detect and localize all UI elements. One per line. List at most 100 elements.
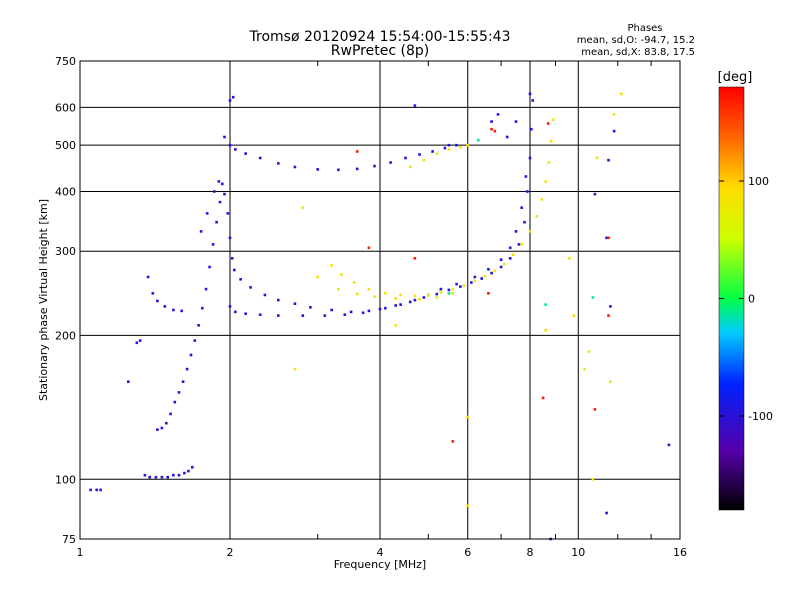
data-point [549,139,553,143]
data-point [213,190,216,193]
data-point [447,292,451,295]
data-point [277,298,280,302]
data-point [352,281,356,284]
x-tick-label: 4 [377,546,384,559]
data-point [156,299,159,303]
data-point [160,426,164,430]
data-point [99,488,102,492]
data-point [277,314,280,317]
data-point [490,127,493,131]
data-point [217,180,221,183]
data-point [511,253,515,256]
data-point [447,148,451,151]
y-tick-label: 75 [62,533,76,546]
data-point [551,118,555,122]
data-point [127,380,130,383]
data-point [143,473,147,477]
data-point [316,168,319,171]
data-point [181,380,185,383]
data-point [367,246,371,250]
data-point [455,282,458,286]
data-point [208,265,211,269]
data-point [277,162,280,165]
data-point [587,350,591,353]
data-point [301,206,305,209]
data-point [156,428,159,431]
data-point [394,304,397,307]
data-point [451,440,455,443]
data-point [520,243,523,246]
y-axis-ticks: 75 100 200 300 400 500 600 750 [55,55,76,546]
data-point [231,95,235,99]
data-point [191,465,194,469]
data-point [177,473,181,477]
data-point [205,212,209,215]
data-point [508,246,512,250]
data-point [340,273,343,276]
x-tick-label: 2 [227,546,234,559]
data-point [470,281,473,284]
data-point [258,313,262,316]
y-axis-label: Stationary phase Virtual Height [km] [37,199,50,401]
data-point [249,286,252,289]
data-point [244,312,247,315]
data-point [591,478,595,481]
data-point [431,150,434,153]
data-point [487,292,490,295]
colorbar-ticks: 100 0 -100 [719,175,773,423]
data-point [316,275,319,279]
data-point [165,421,168,425]
data-point [490,271,493,275]
data-point [293,367,297,371]
data-point [493,269,497,273]
data-point [330,308,333,312]
data-point [330,264,333,267]
data-point [607,158,610,162]
data-point [367,287,371,291]
data-point [667,443,671,447]
data-point [384,306,387,310]
data-point [443,146,447,150]
data-point [413,298,417,302]
y-tick-label: 200 [55,329,76,342]
data-point [605,511,608,515]
data-point [544,329,547,332]
data-point [201,306,204,310]
data-point [605,236,608,240]
data-point [309,306,312,309]
data-point [540,198,544,201]
data-point [228,236,232,240]
data-point [591,296,595,299]
grid-lines [80,61,680,539]
data-point [413,257,417,260]
data-point [384,292,387,295]
data-point [523,220,526,224]
data-point [160,475,164,479]
data-points [89,92,671,541]
data-point [541,396,545,400]
data-point [337,168,340,172]
data-point [544,303,547,306]
x-tick-label: 10 [571,546,585,559]
colorbar-tick-label: 0 [748,293,755,306]
data-point [459,285,462,288]
x-tick-label: 6 [464,546,471,559]
data-point [163,305,167,308]
data-point [496,113,500,116]
data-point [607,314,610,317]
plot-frame [79,60,681,540]
stats-o-mode: mean, sd,O: -94.7, 15.2 [577,35,695,46]
data-point [233,268,236,272]
data-point [293,165,297,169]
chart-title: Tromsø 20120924 15:54:00-15:55:43 [249,29,511,45]
data-point [413,294,417,298]
data-point [138,339,142,342]
data-point [223,135,226,139]
data-point [418,153,421,156]
data-point [483,274,487,278]
data-point [154,475,158,479]
data-point [528,156,532,160]
x-tick-label: 8 [527,546,534,559]
data-point [148,475,151,479]
data-point [239,278,242,281]
